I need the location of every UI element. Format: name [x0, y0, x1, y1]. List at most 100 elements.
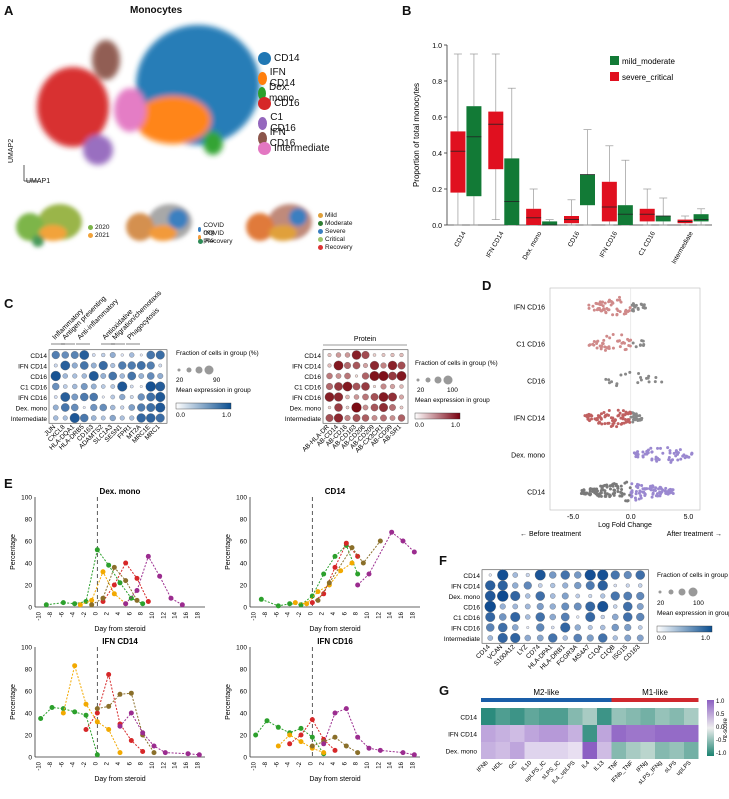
dot-dex-mono-hla-dqa1 [71, 403, 79, 412]
dot-dex-mono-c1qb [610, 591, 620, 601]
swarm-point [634, 345, 638, 349]
dot-ifn-cd14-ab-hla-dr [327, 363, 332, 368]
col-label-il4: IL4 [581, 760, 592, 771]
series-point [145, 553, 151, 559]
swarm-point [649, 446, 653, 450]
swarm-point [649, 486, 653, 490]
swarm-point [636, 381, 640, 385]
dot-ifn-cd14-fcgr3a [574, 581, 582, 590]
series-point [117, 580, 123, 586]
series-point [117, 723, 123, 729]
series-point [349, 545, 355, 551]
dot-ifn-cd16-jun [53, 395, 58, 399]
color-legend-title: Mean expression in group [415, 397, 490, 404]
dot-cd16-ab-cx3cr1 [378, 371, 389, 381]
category-label-c1-cd16: C1 CD16 [516, 342, 545, 349]
y-axis-label: Percentage [10, 534, 17, 570]
swarm-point [618, 310, 622, 314]
y-tick-label: 20 [25, 583, 33, 590]
legend-item-c1-cd16: C1 CD16 [258, 112, 300, 134]
x-tick-label: 2 [320, 611, 326, 615]
series-point [117, 750, 123, 756]
dot-intermediate-ab-cd206 [361, 414, 370, 422]
x-tick-label: IFN CD16 [599, 230, 620, 259]
row-label-c1-cd16: C1 CD16 [453, 615, 480, 622]
cell-cd14-slps-ifng [655, 708, 670, 725]
swarm-point [630, 482, 634, 486]
dot-ifn-cd16-hla-dqa1 [71, 393, 79, 401]
dot-cd16-vcan [499, 603, 506, 610]
box-mild-moderate-dex-mono [542, 221, 558, 225]
swarm-point [595, 302, 599, 306]
swarm-point [604, 311, 608, 315]
dot-cd16-ab-cd14 [335, 373, 342, 379]
dot-dex-mono-mrc1 [155, 402, 166, 413]
x-axis-label: Day from steroid [309, 776, 360, 783]
dot-c1-cd16-ab-cd209 [373, 385, 376, 388]
dot-c1-cd16-c1qa [600, 614, 605, 620]
series-point [128, 595, 134, 601]
dotplot-rna: CD14 IFN CD14 CD16 C1 CD16 IFN CD16 Dex. mono… [11, 289, 259, 451]
dot-ifn-cd16-hla-drb5 [80, 392, 89, 402]
umap-cluster-intermediate [114, 88, 146, 132]
legend-label: 2021 [95, 232, 110, 239]
legend-label: IFN CD14 [269, 67, 296, 89]
x-tick-label: -8 [263, 611, 269, 617]
series-point [123, 601, 129, 607]
legend-label: Intermediate [274, 143, 330, 154]
colorbar-title: z-score [723, 718, 729, 738]
swarm-point [602, 307, 606, 311]
dotplot-protein: CD14 IFN CD14 CD16 C1 CD16 IFN CD16 Dex. mono… [285, 336, 498, 454]
y-tick-label: 20 [240, 583, 248, 590]
series-point [338, 568, 344, 574]
series-point [309, 734, 315, 740]
y-tick-label: 40 [25, 561, 33, 568]
series-point [315, 589, 321, 595]
swarm-point [610, 380, 614, 384]
colorbar-tick: -1.0 [716, 751, 727, 757]
dot-cd14-cd14 [488, 573, 492, 577]
size-legend-tick: 100 [693, 600, 704, 607]
dot-cd16-ab-sr1 [396, 371, 407, 381]
swarm-point [622, 312, 626, 316]
x-tick-label: 2 [105, 611, 111, 615]
series-line-4 [317, 540, 381, 601]
x-tick-label: 18 [195, 611, 201, 618]
swarm-point [611, 424, 615, 428]
swarm-point [601, 300, 605, 304]
swarm-point [638, 489, 642, 493]
swarm-point [639, 302, 643, 306]
swarm-point [647, 380, 651, 384]
dot-ifn-cd14-cd163 [638, 583, 643, 588]
legend-swatch [318, 245, 323, 250]
dot-cd14-fcgr3a [574, 571, 582, 579]
swarm-point [630, 489, 634, 493]
series-point [355, 582, 361, 588]
dot-ifn-cd14-ab-cd99 [387, 360, 398, 371]
col-label-gc: GC [508, 760, 519, 771]
dot-dex-mono-adamts2 [99, 403, 107, 412]
series-point [145, 599, 151, 604]
row-label-ifn-cd16: IFN CD16 [292, 395, 321, 402]
y-tick-label: 20 [25, 733, 33, 740]
dotplot-frame [481, 569, 649, 644]
swarm-point [601, 304, 605, 308]
series-point [321, 591, 327, 597]
series-point [400, 538, 406, 544]
dot-c1-cd16-vcan [499, 613, 507, 621]
x-tick-label: -4 [71, 761, 77, 767]
x-tick-label: 6 [127, 611, 133, 615]
size-legend-tick: 90 [213, 377, 221, 384]
dot-ifn-cd16-s100a12 [512, 624, 519, 631]
dot-c1-cd16-ms4a7 [585, 612, 596, 622]
swarm-point [595, 487, 599, 491]
swarm-point [580, 491, 584, 495]
series-point [275, 603, 281, 609]
y-tick-label: 0 [28, 755, 32, 762]
dot-ifn-cd16-hla-drb1 [560, 622, 571, 633]
dot-ifn-cd14-mrc1e [146, 361, 155, 370]
panel-title-ifn-cd14: IFN CD14 [102, 637, 138, 646]
swarm-point [647, 374, 651, 378]
dotplot-frame [48, 349, 168, 424]
cell-ifn-cd14-il4 [582, 725, 597, 742]
